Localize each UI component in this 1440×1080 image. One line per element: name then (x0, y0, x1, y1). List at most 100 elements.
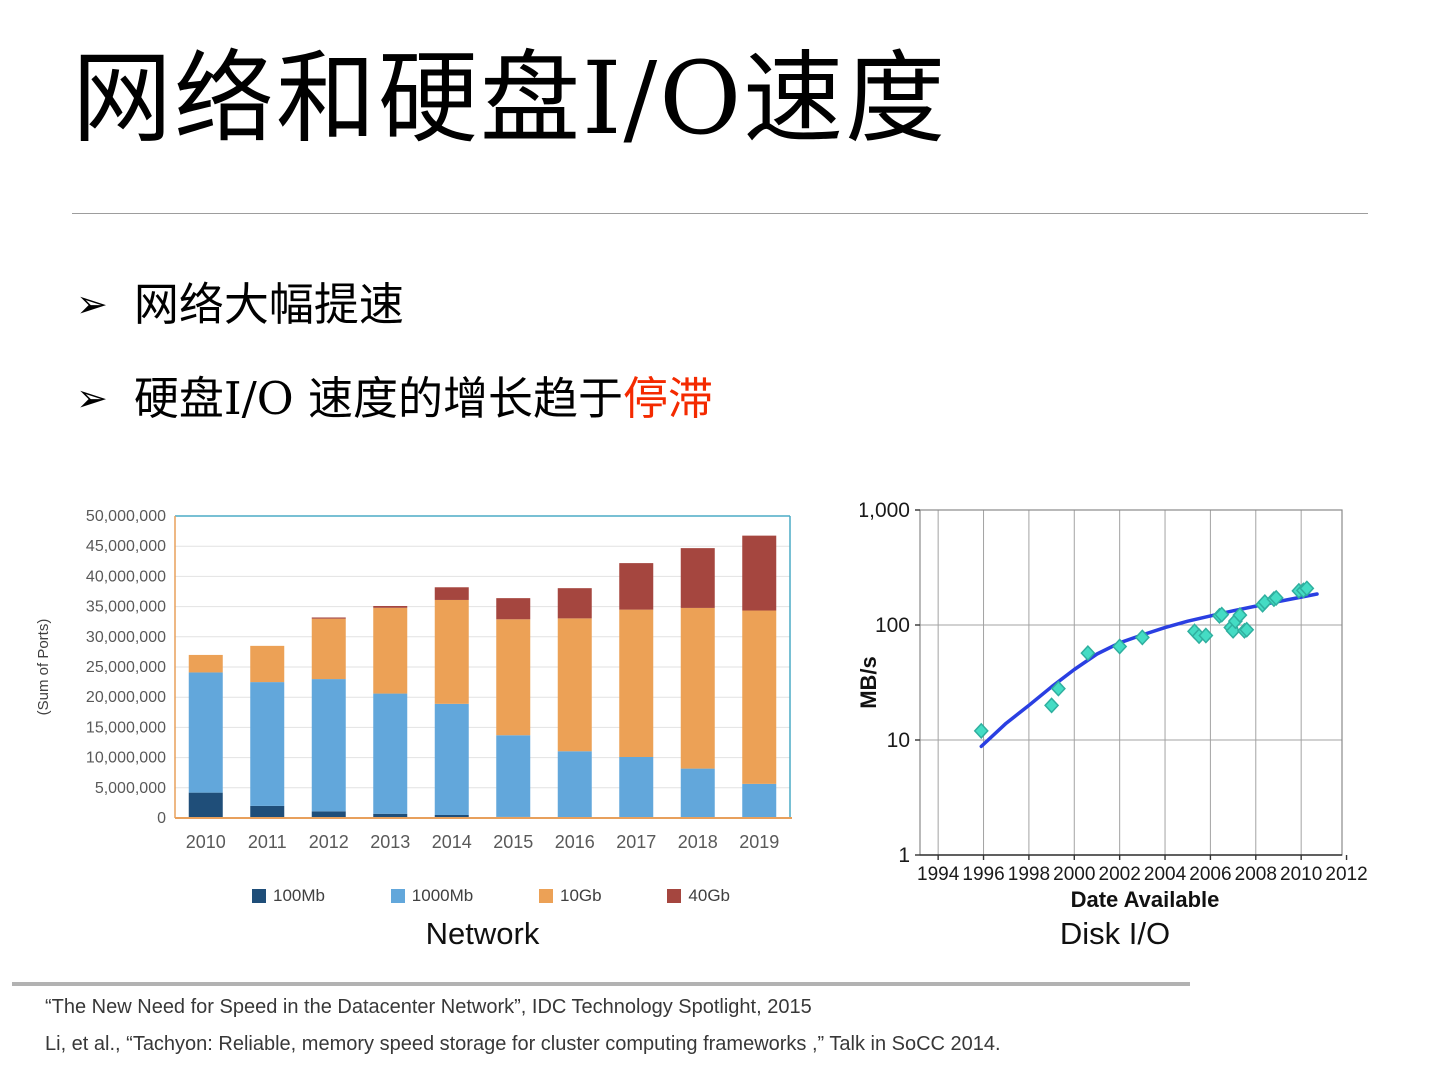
bar-x-tick: 2019 (739, 832, 779, 852)
scatter-point (1214, 606, 1230, 623)
bar-segment-40Gb (373, 605, 408, 608)
scatter-y-tick: 10 (887, 729, 910, 752)
scatter-point (1268, 589, 1284, 607)
bar-segment-1000Mb (373, 693, 408, 814)
scatter-x-tick: 2008 (1235, 864, 1277, 885)
bar-segment-40Gb (311, 617, 346, 619)
legend-swatch-icon (390, 889, 405, 903)
bar-y-tick: 10,000,000 (86, 750, 166, 767)
legend-swatch-icon (667, 889, 682, 903)
bullet-arrow-icon: ➢ (76, 376, 108, 420)
bar-segment-10Gb (250, 645, 285, 683)
scatter-point (1232, 606, 1248, 624)
bar-y-tick: 50,000,000 (86, 508, 166, 525)
scatter-point (1134, 629, 1150, 646)
bar-y-tick: 35,000,000 (86, 599, 166, 616)
footer-divider (12, 982, 1190, 986)
legend-label: 10Gb (560, 886, 602, 905)
bar-x-tick: 2014 (432, 832, 472, 852)
legend-item-10gb: 10Gb (539, 886, 602, 906)
scatter-x-tick: 2000 (1053, 864, 1095, 885)
bar-segment-10Gb (434, 599, 469, 704)
network-caption: Network (425, 916, 540, 951)
bar-x-tick: 2018 (678, 832, 718, 852)
bar-y-tick: 15,000,000 (86, 719, 166, 736)
disk-scatter-chart-svg: 1994 1996 1998 2000 2002 2004 2006 2008 2010 2012… (856, 499, 1368, 912)
bar-segment-100Mb (434, 814, 469, 818)
scatter-point (1044, 697, 1060, 714)
bar-segment-40Gb (557, 588, 592, 619)
scatter-point (973, 722, 989, 739)
scatter-x-tick: 2002 (1099, 864, 1141, 885)
scatter-point (1239, 621, 1255, 638)
bullet-item-disk: ➢ 硬盘I/O 速度的增长趋于停滞 (76, 376, 1376, 421)
bar-segment-100Mb (250, 805, 285, 818)
bar-segment-10Gb (496, 619, 531, 736)
page-title: 网络和硬盘I/O速度 (72, 40, 948, 157)
footer-citation-2: Li, et al., “Tachyon: Reliable, memory s… (45, 1033, 1001, 1055)
bar-segment-100Mb (373, 813, 408, 818)
bar-x-tick: 2013 (370, 832, 410, 852)
scatter-y-axis-label: MB/s (860, 656, 881, 709)
bar-y-tick: 40,000,000 (86, 568, 166, 585)
scatter-point (1198, 627, 1214, 644)
bar-segment-1000Mb (496, 735, 531, 817)
bar-segment-1000Mb (557, 751, 592, 818)
scatter-x-tick: 1996 (962, 864, 1004, 885)
bullet-arrow-icon: ➢ (76, 282, 108, 326)
scatter-point (1112, 638, 1128, 655)
legend-item-40gb: 40Gb (667, 886, 730, 906)
scatter-x-tick: 2006 (1189, 864, 1231, 885)
legend-swatch-icon (539, 889, 554, 903)
bar-x-tick: 2015 (493, 832, 533, 852)
footer-citation-1: “The New Need for Speed in the Datacente… (45, 996, 812, 1018)
scatter-y-tick: 1 (898, 844, 910, 867)
bar-segment-40Gb (619, 563, 654, 610)
bar-segment-10Gb (557, 618, 592, 752)
legend-label: 40Gb (688, 886, 730, 905)
network-chart-legend: 100Mb 1000Mb 10Gb 40Gb (252, 886, 730, 906)
scatter-y-tick: 1,000 (860, 499, 910, 522)
bar-segment-10Gb (742, 610, 777, 784)
bar-segment-10Gb (311, 618, 346, 680)
scatter-x-tick: 1998 (1008, 864, 1050, 885)
bullet-highlight: 停滞 (622, 372, 713, 425)
network-bar-chart: 0 5,000,000 10,000,000 15,000,000 20,000,000… (30, 495, 815, 870)
bar-segment-1000Mb (188, 672, 223, 793)
scatter-point (1299, 580, 1315, 597)
bar-x-tick: 2011 (248, 832, 287, 852)
scatter-x-tick: 2012 (1325, 864, 1367, 885)
bar-x-tick: 2017 (616, 832, 656, 852)
legend-label: 1000Mb (411, 886, 474, 905)
disk-scatter-chart: 1994 1996 1998 2000 2002 2004 2006 2008 2010 2012… (856, 492, 1400, 927)
bar-segment-1000Mb (619, 756, 654, 818)
bar-y-tick: 20,000,000 (86, 689, 166, 706)
trend-line (979, 592, 1319, 749)
legend-swatch-icon (252, 889, 266, 903)
bar-segment-40Gb (742, 535, 777, 611)
bar-segment-100Mb (188, 792, 223, 818)
scatter-x-axis-label: Date Available (1071, 887, 1220, 912)
bar-segment-1000Mb (742, 783, 777, 818)
bar-segment-10Gb (619, 609, 654, 757)
legend-item-1000mb: 1000Mb (390, 886, 474, 906)
bar-segment-10Gb (373, 607, 408, 694)
legend-label: 100Mb (273, 886, 325, 905)
bar-y-tick: 45,000,000 (86, 538, 166, 555)
bullet-text: 网络大幅提速 (133, 278, 404, 331)
bar-segment-1000Mb (311, 679, 346, 812)
disk-caption: Disk I/O (1059, 916, 1171, 951)
bar-y-tick: 0 (157, 810, 166, 827)
bullet-text: 硬盘I/O 速度的增长趋于 (133, 372, 623, 425)
title-divider (72, 213, 1368, 214)
bar-y-tick: 5,000,000 (95, 780, 166, 797)
bar-segment-10Gb (680, 607, 715, 769)
bar-segment-1000Mb (434, 703, 469, 815)
bar-segment-40Gb (496, 598, 531, 620)
bar-segment-1000Mb (250, 682, 285, 806)
bar-segment-40Gb (680, 548, 715, 608)
bullet-list: ➢ 网络大幅提速 ➢ 硬盘I/O 速度的增长趋于停滞 (76, 282, 1376, 470)
scatter-x-tick: 2004 (1144, 864, 1187, 885)
bar-y-tick: 25,000,000 (86, 659, 166, 676)
